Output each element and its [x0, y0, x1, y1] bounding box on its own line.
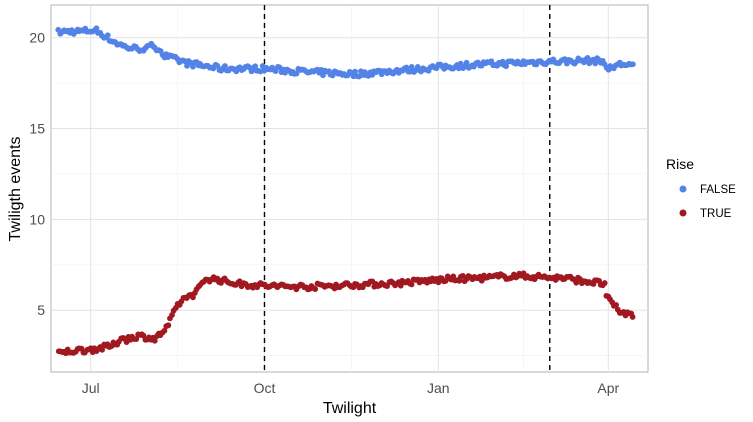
point-false — [293, 70, 300, 77]
legend-title: Rise — [666, 156, 694, 172]
x-axis-ticks: Jul Oct Jan Apr — [82, 380, 620, 396]
point-true — [478, 277, 485, 284]
x-tick-label: Jul — [82, 380, 100, 396]
y-tick-label: 5 — [37, 302, 45, 318]
point-false — [222, 63, 228, 69]
plot-panel — [50, 4, 649, 373]
y-tick-label: 15 — [29, 121, 45, 137]
y-axis-ticks: 5 10 15 20 — [29, 30, 45, 319]
point-true — [190, 294, 196, 301]
point-false — [592, 60, 599, 67]
point-false — [408, 63, 415, 70]
reference-lines — [263, 5, 551, 372]
point-false — [463, 59, 470, 66]
x-tick-label: Jan — [427, 380, 450, 396]
y-tick-label: 20 — [29, 30, 45, 46]
legend-key-true — [679, 209, 687, 217]
x-tick-label: Apr — [597, 380, 619, 396]
point-false — [252, 63, 259, 70]
point-false — [104, 32, 111, 39]
point-false — [503, 63, 510, 70]
point-false — [352, 68, 358, 75]
point-true — [169, 312, 175, 318]
point-true — [459, 272, 466, 279]
point-true — [99, 346, 105, 353]
point-true — [165, 322, 172, 329]
point-false — [320, 72, 326, 79]
y-axis-title: Twiligth events — [7, 137, 24, 242]
point-true — [161, 327, 168, 334]
point-true — [312, 286, 319, 292]
data-points — [55, 25, 636, 357]
point-false — [457, 60, 464, 67]
point-true — [629, 314, 636, 320]
legend-label-false: FALSE — [700, 184, 736, 196]
point-true — [613, 302, 619, 308]
legend-key-false — [679, 185, 687, 193]
point-false — [93, 25, 100, 32]
point-false — [190, 63, 196, 70]
x-tick-label: Oct — [254, 380, 276, 396]
legend: Rise FALSE TRUE — [666, 156, 736, 220]
point-true — [408, 281, 415, 288]
y-tick-label: 10 — [29, 211, 45, 227]
point-false — [455, 65, 462, 72]
x-axis-title: Twilight — [323, 400, 377, 417]
point-true — [397, 282, 404, 289]
point-true — [133, 336, 140, 342]
point-false — [629, 61, 636, 68]
legend-label-true: TRUE — [700, 208, 732, 220]
point-true — [573, 279, 580, 286]
point-true — [601, 280, 608, 286]
point-true — [151, 337, 158, 344]
